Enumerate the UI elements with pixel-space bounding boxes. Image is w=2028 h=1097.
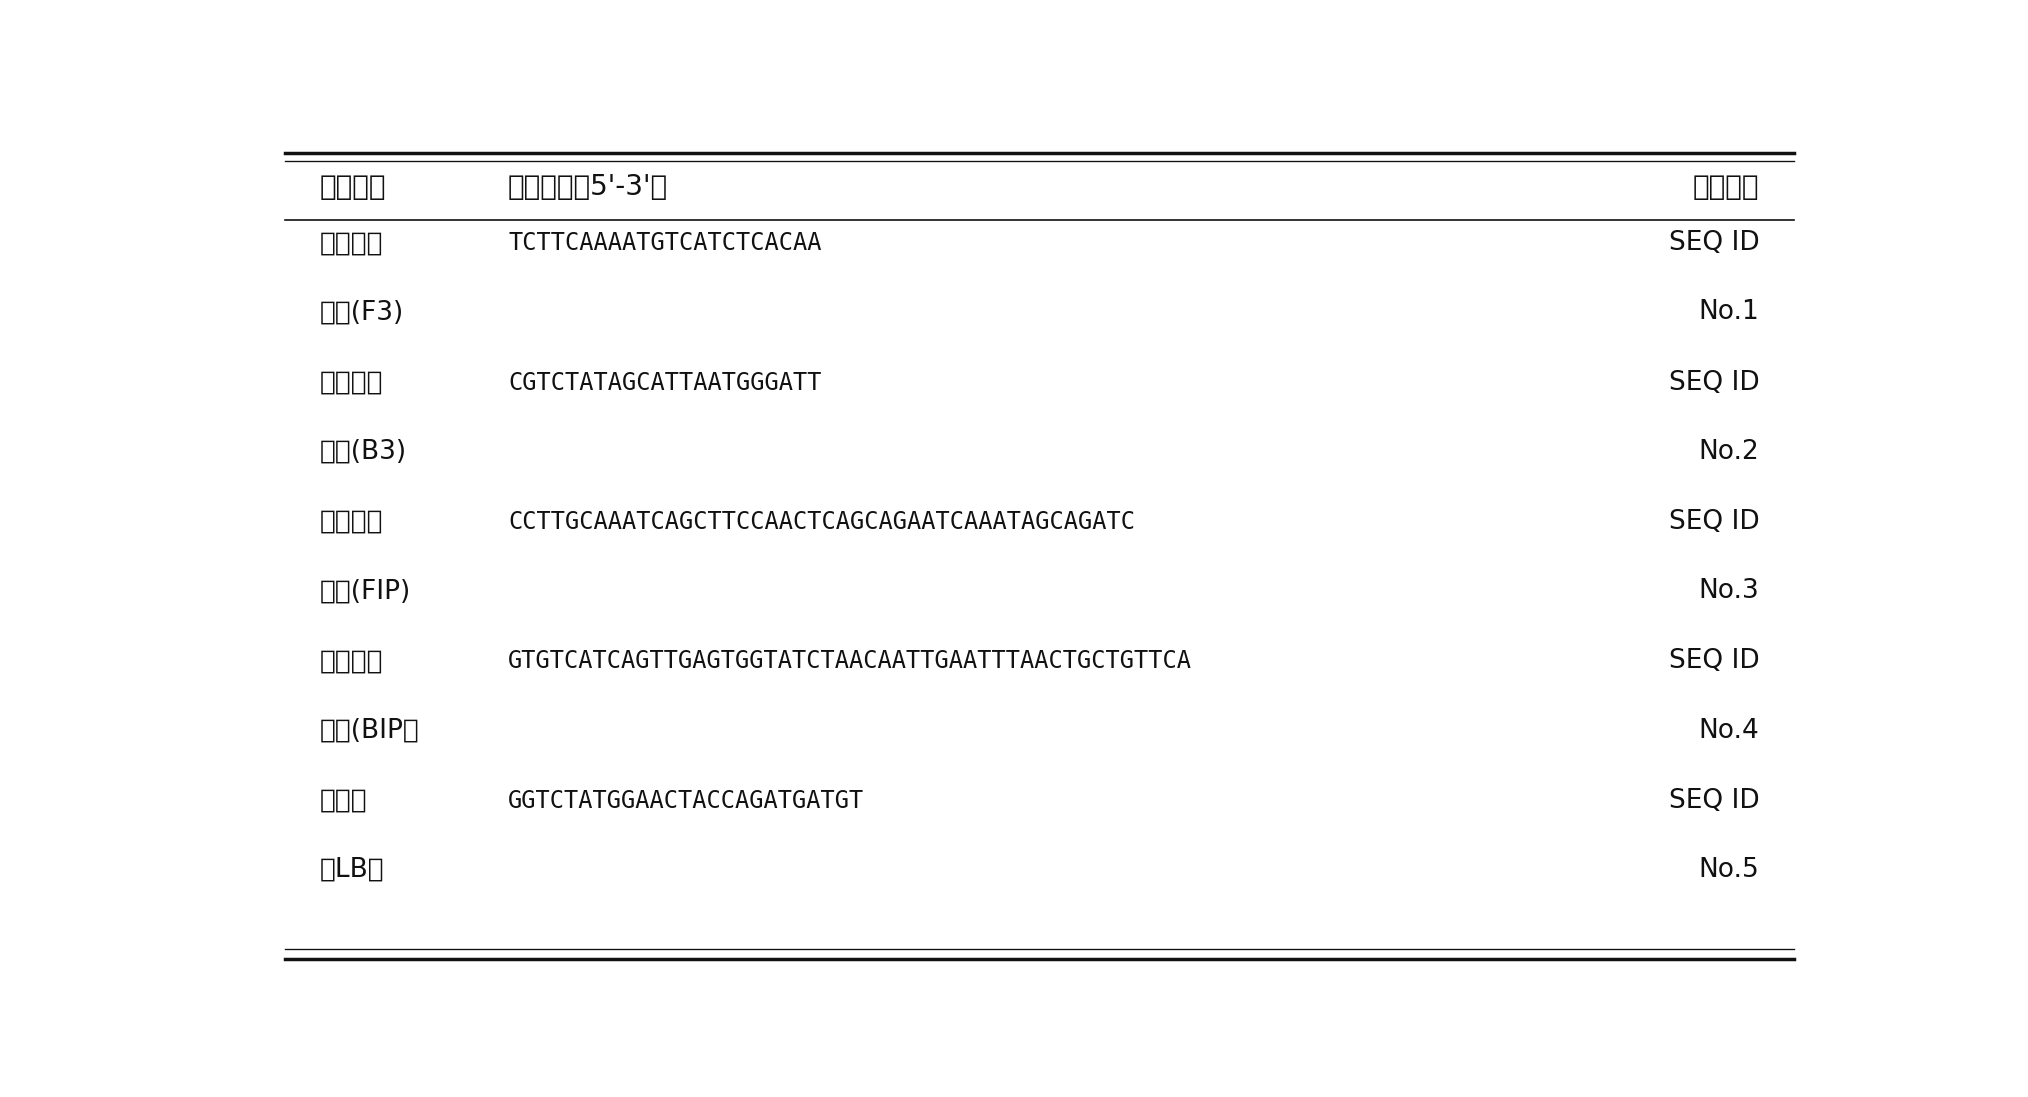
Text: SEQ ID: SEQ ID bbox=[1669, 648, 1758, 675]
Text: No.4: No.4 bbox=[1697, 717, 1758, 744]
Text: 引物名称: 引物名称 bbox=[320, 172, 385, 201]
Text: CGTCTATAGCATTAATGGGATT: CGTCTATAGCATTAATGGGATT bbox=[509, 371, 821, 395]
Text: 引物序列（5'-3'）: 引物序列（5'-3'） bbox=[509, 172, 669, 201]
Text: 内侧上游: 内侧上游 bbox=[320, 509, 383, 535]
Text: 内侧下游: 内侧下游 bbox=[320, 648, 383, 675]
Text: SEQ ID: SEQ ID bbox=[1669, 230, 1758, 256]
Text: GGTCTATGGAACTACCAGATGATGT: GGTCTATGGAACTACCAGATGATGT bbox=[509, 789, 864, 813]
Text: 引物(BIP）: 引物(BIP） bbox=[320, 717, 420, 744]
Text: 外侧上游: 外侧上游 bbox=[320, 230, 383, 256]
Text: （LB）: （LB） bbox=[320, 857, 383, 883]
Text: 环引物: 环引物 bbox=[320, 788, 367, 814]
Text: No.2: No.2 bbox=[1697, 439, 1758, 465]
Text: 引物(FIP): 引物(FIP) bbox=[320, 578, 412, 604]
Text: CCTTGCAAATCAGCTTCCAACTCAGCAGAATCAAATAGCAGATC: CCTTGCAAATCAGCTTCCAACTCAGCAGAATCAAATAGCA… bbox=[509, 510, 1136, 534]
Text: 引物(F3): 引物(F3) bbox=[320, 299, 404, 326]
Text: 外侧下游: 外侧下游 bbox=[320, 370, 383, 396]
Text: No.5: No.5 bbox=[1697, 857, 1758, 883]
Text: 序列编号: 序列编号 bbox=[1693, 172, 1758, 201]
Text: SEQ ID: SEQ ID bbox=[1669, 509, 1758, 535]
Text: No.1: No.1 bbox=[1697, 299, 1758, 326]
Text: SEQ ID: SEQ ID bbox=[1669, 788, 1758, 814]
Text: SEQ ID: SEQ ID bbox=[1669, 370, 1758, 396]
Text: No.3: No.3 bbox=[1697, 578, 1758, 604]
Text: TCTTCAAAATGTCATCTCACAA: TCTTCAAAATGTCATCTCACAA bbox=[509, 231, 821, 256]
Text: GTGTCATCAGTTGAGTGGTATCTAACAATTGAATTTAACTGCTGTTCA: GTGTCATCAGTTGAGTGGTATCTAACAATTGAATTTAACT… bbox=[509, 649, 1192, 674]
Text: 引物(B3): 引物(B3) bbox=[320, 439, 408, 465]
